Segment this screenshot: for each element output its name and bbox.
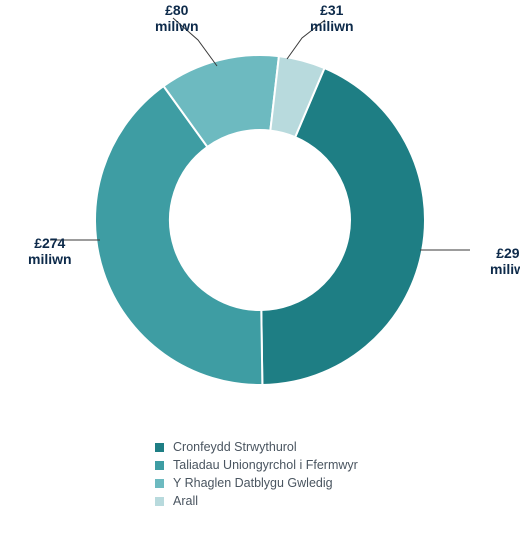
legend-label-taliadau: Taliadau Uniongyrchol i Ffermwyr xyxy=(173,458,358,472)
legend-label-arall: Arall xyxy=(173,494,198,508)
legend-item-arall: Arall xyxy=(155,494,358,508)
legend-swatch-cronfeydd xyxy=(155,443,164,452)
legend-item-cronfeydd: Cronfeydd Strwythurol xyxy=(155,440,358,454)
donut-chart: £295 miliwn£274 miliwn£80 miliwn£31 mili… xyxy=(50,10,470,430)
leader-rhaglen xyxy=(173,18,217,66)
legend-label-cronfeydd: Cronfeydd Strwythurol xyxy=(173,440,297,454)
legend-swatch-rhaglen xyxy=(155,479,164,488)
legend-swatch-taliadau xyxy=(155,461,164,470)
legend-label-rhaglen: Y Rhaglen Datblygu Gwledig xyxy=(173,476,333,490)
legend-swatch-arall xyxy=(155,497,164,506)
donut-svg xyxy=(50,10,470,430)
slice-label-cronfeydd: £295 miliwn xyxy=(490,245,520,277)
legend-item-taliadau: Taliadau Uniongyrchol i Ffermwyr xyxy=(155,458,358,472)
legend-item-rhaglen: Y Rhaglen Datblygu Gwledig xyxy=(155,476,358,490)
legend: Cronfeydd Strwythurol Taliadau Uniongyrch… xyxy=(155,436,358,512)
leader-arall xyxy=(287,20,325,59)
